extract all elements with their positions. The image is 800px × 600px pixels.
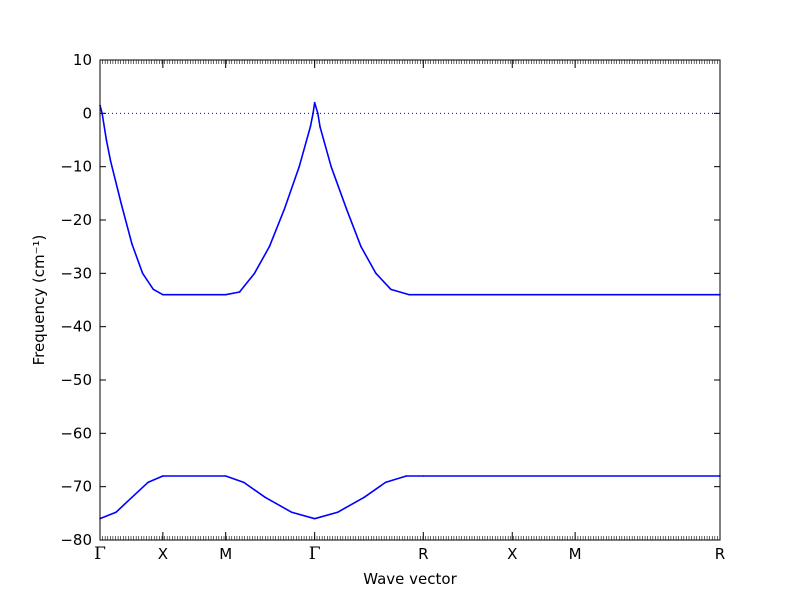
band-point	[105, 139, 108, 141]
band-point	[253, 272, 256, 275]
x-tick-label: Γ	[309, 544, 321, 564]
band-point	[330, 165, 332, 168]
plot-frame	[99, 59, 721, 541]
band-point	[312, 112, 314, 115]
band-point	[422, 475, 425, 477]
band-point	[319, 125, 321, 128]
band-point	[313, 101, 316, 104]
band-point	[147, 481, 149, 484]
band-point	[224, 475, 227, 477]
x-tick-label: M	[219, 545, 232, 563]
y-tick-label: −70	[60, 478, 92, 496]
band-point	[120, 203, 123, 205]
band-point	[390, 288, 392, 291]
band-point	[290, 511, 293, 514]
band-point	[264, 496, 266, 499]
band-point	[109, 160, 112, 163]
band-point	[363, 496, 365, 499]
y-tick-label: −40	[60, 318, 92, 336]
band-point	[238, 291, 241, 293]
band-point	[243, 481, 245, 484]
y-axis-label: Frequency (cm⁻¹)	[30, 235, 48, 366]
band-point	[360, 245, 362, 248]
band-point	[101, 112, 103, 115]
band-point	[408, 293, 410, 296]
y-tick-label: 0	[82, 104, 92, 122]
x-tick-label: R	[418, 545, 428, 563]
x-tick-label: Γ	[94, 544, 106, 564]
x-tick-label: X	[158, 545, 168, 563]
band-line-2	[99, 475, 720, 520]
band-point	[283, 208, 286, 211]
y-tick-label: −20	[60, 211, 92, 229]
band-point	[141, 272, 144, 275]
band-point	[313, 517, 316, 520]
band-point	[268, 245, 271, 248]
band-point	[152, 288, 155, 291]
band-point	[298, 165, 301, 168]
y-tick-label: −80	[60, 531, 92, 549]
band-point	[422, 293, 425, 296]
x-axis-label: Wave vector	[363, 570, 457, 588]
band-point	[317, 112, 319, 115]
band-point	[115, 511, 117, 514]
band-point	[131, 243, 133, 245]
y-tick-label: −30	[60, 264, 92, 282]
y-tick-label: 10	[73, 51, 92, 69]
band-point	[162, 475, 164, 477]
band-line-1	[99, 101, 720, 296]
x-tick-label: X	[507, 545, 517, 563]
x-tick-label: R	[715, 545, 725, 563]
band-point	[336, 511, 339, 514]
y-tick-label: −60	[60, 424, 92, 442]
x-tick-label: M	[569, 545, 582, 563]
band-point	[131, 496, 133, 499]
band-point	[345, 208, 348, 211]
band-point	[375, 272, 377, 275]
band-point	[309, 125, 312, 128]
y-tick-label: −10	[60, 158, 92, 176]
band-point	[224, 293, 227, 296]
band-point	[384, 481, 387, 484]
band-point	[405, 475, 408, 477]
band-point	[162, 293, 164, 296]
y-tick-label: −50	[60, 371, 92, 389]
